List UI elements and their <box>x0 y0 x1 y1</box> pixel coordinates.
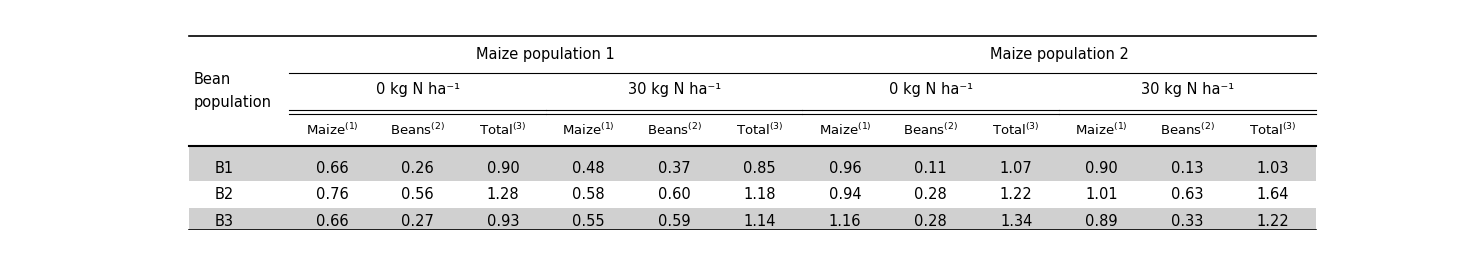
Text: 0.85: 0.85 <box>743 160 777 175</box>
Text: 0.93: 0.93 <box>487 214 520 229</box>
Text: 0.76: 0.76 <box>316 187 348 202</box>
Text: 30 kg N ha⁻¹: 30 kg N ha⁻¹ <box>628 82 721 97</box>
Text: Beans$^{(2)}$: Beans$^{(2)}$ <box>1160 122 1214 138</box>
Text: 0.26: 0.26 <box>401 160 435 175</box>
Text: Beans$^{(2)}$: Beans$^{(2)}$ <box>903 122 959 138</box>
Text: 1.07: 1.07 <box>1000 160 1032 175</box>
Text: 1.01: 1.01 <box>1085 187 1119 202</box>
Text: Total$^{(3)}$: Total$^{(3)}$ <box>1249 122 1296 138</box>
Text: 0.66: 0.66 <box>316 214 348 229</box>
Text: Maize$^{(1)}$: Maize$^{(1)}$ <box>1076 122 1127 138</box>
Text: Total$^{(3)}$: Total$^{(3)}$ <box>992 122 1039 138</box>
Text: 0.48: 0.48 <box>573 160 605 175</box>
Text: 0.59: 0.59 <box>658 214 690 229</box>
Text: 0.33: 0.33 <box>1171 214 1204 229</box>
Text: 1.28: 1.28 <box>487 187 520 202</box>
Text: 30 kg N ha⁻¹: 30 kg N ha⁻¹ <box>1141 82 1233 97</box>
Text: 0.55: 0.55 <box>573 214 605 229</box>
Bar <box>189 146 1315 181</box>
Text: 0.96: 0.96 <box>829 160 862 175</box>
Text: B1: B1 <box>214 160 233 175</box>
Text: 0 kg N ha⁻¹: 0 kg N ha⁻¹ <box>888 82 973 97</box>
Text: 0.11: 0.11 <box>915 160 947 175</box>
Text: population: population <box>194 95 272 110</box>
Text: Maize population 1: Maize population 1 <box>477 47 615 62</box>
Text: 0.89: 0.89 <box>1085 214 1119 229</box>
Text: 0.27: 0.27 <box>401 214 435 229</box>
Text: B2: B2 <box>214 187 233 202</box>
Text: 0 kg N ha⁻¹: 0 kg N ha⁻¹ <box>376 82 459 97</box>
Text: 0.37: 0.37 <box>658 160 690 175</box>
Text: Total$^{(3)}$: Total$^{(3)}$ <box>735 122 784 138</box>
Text: 0.13: 0.13 <box>1171 160 1204 175</box>
Text: Bean: Bean <box>194 72 230 87</box>
Text: 1.18: 1.18 <box>743 187 777 202</box>
Text: 1.16: 1.16 <box>829 214 862 229</box>
Text: 0.63: 0.63 <box>1171 187 1204 202</box>
Text: Maize$^{(1)}$: Maize$^{(1)}$ <box>562 122 615 138</box>
Text: Maize$^{(1)}$: Maize$^{(1)}$ <box>819 122 872 138</box>
Text: 0.60: 0.60 <box>658 187 690 202</box>
Text: Maize$^{(1)}$: Maize$^{(1)}$ <box>305 122 358 138</box>
Text: Beans$^{(2)}$: Beans$^{(2)}$ <box>390 122 445 138</box>
Text: 1.03: 1.03 <box>1257 160 1289 175</box>
Text: 1.64: 1.64 <box>1257 187 1289 202</box>
Bar <box>189 208 1315 230</box>
Text: 1.14: 1.14 <box>743 214 777 229</box>
Bar <box>189 181 1315 208</box>
Text: Beans$^{(2)}$: Beans$^{(2)}$ <box>646 122 702 138</box>
Text: 0.66: 0.66 <box>316 160 348 175</box>
Text: 0.56: 0.56 <box>401 187 435 202</box>
Text: 0.58: 0.58 <box>573 187 605 202</box>
Text: 0.90: 0.90 <box>487 160 520 175</box>
Text: 1.34: 1.34 <box>1000 214 1032 229</box>
Text: 0.28: 0.28 <box>915 187 947 202</box>
Text: 0.94: 0.94 <box>829 187 862 202</box>
Text: 0.90: 0.90 <box>1085 160 1119 175</box>
Text: B3: B3 <box>214 214 233 229</box>
Text: 1.22: 1.22 <box>1257 214 1289 229</box>
Text: Total$^{(3)}$: Total$^{(3)}$ <box>480 122 527 138</box>
Text: 1.22: 1.22 <box>1000 187 1032 202</box>
Text: Maize population 2: Maize population 2 <box>989 47 1129 62</box>
Text: 0.28: 0.28 <box>915 214 947 229</box>
